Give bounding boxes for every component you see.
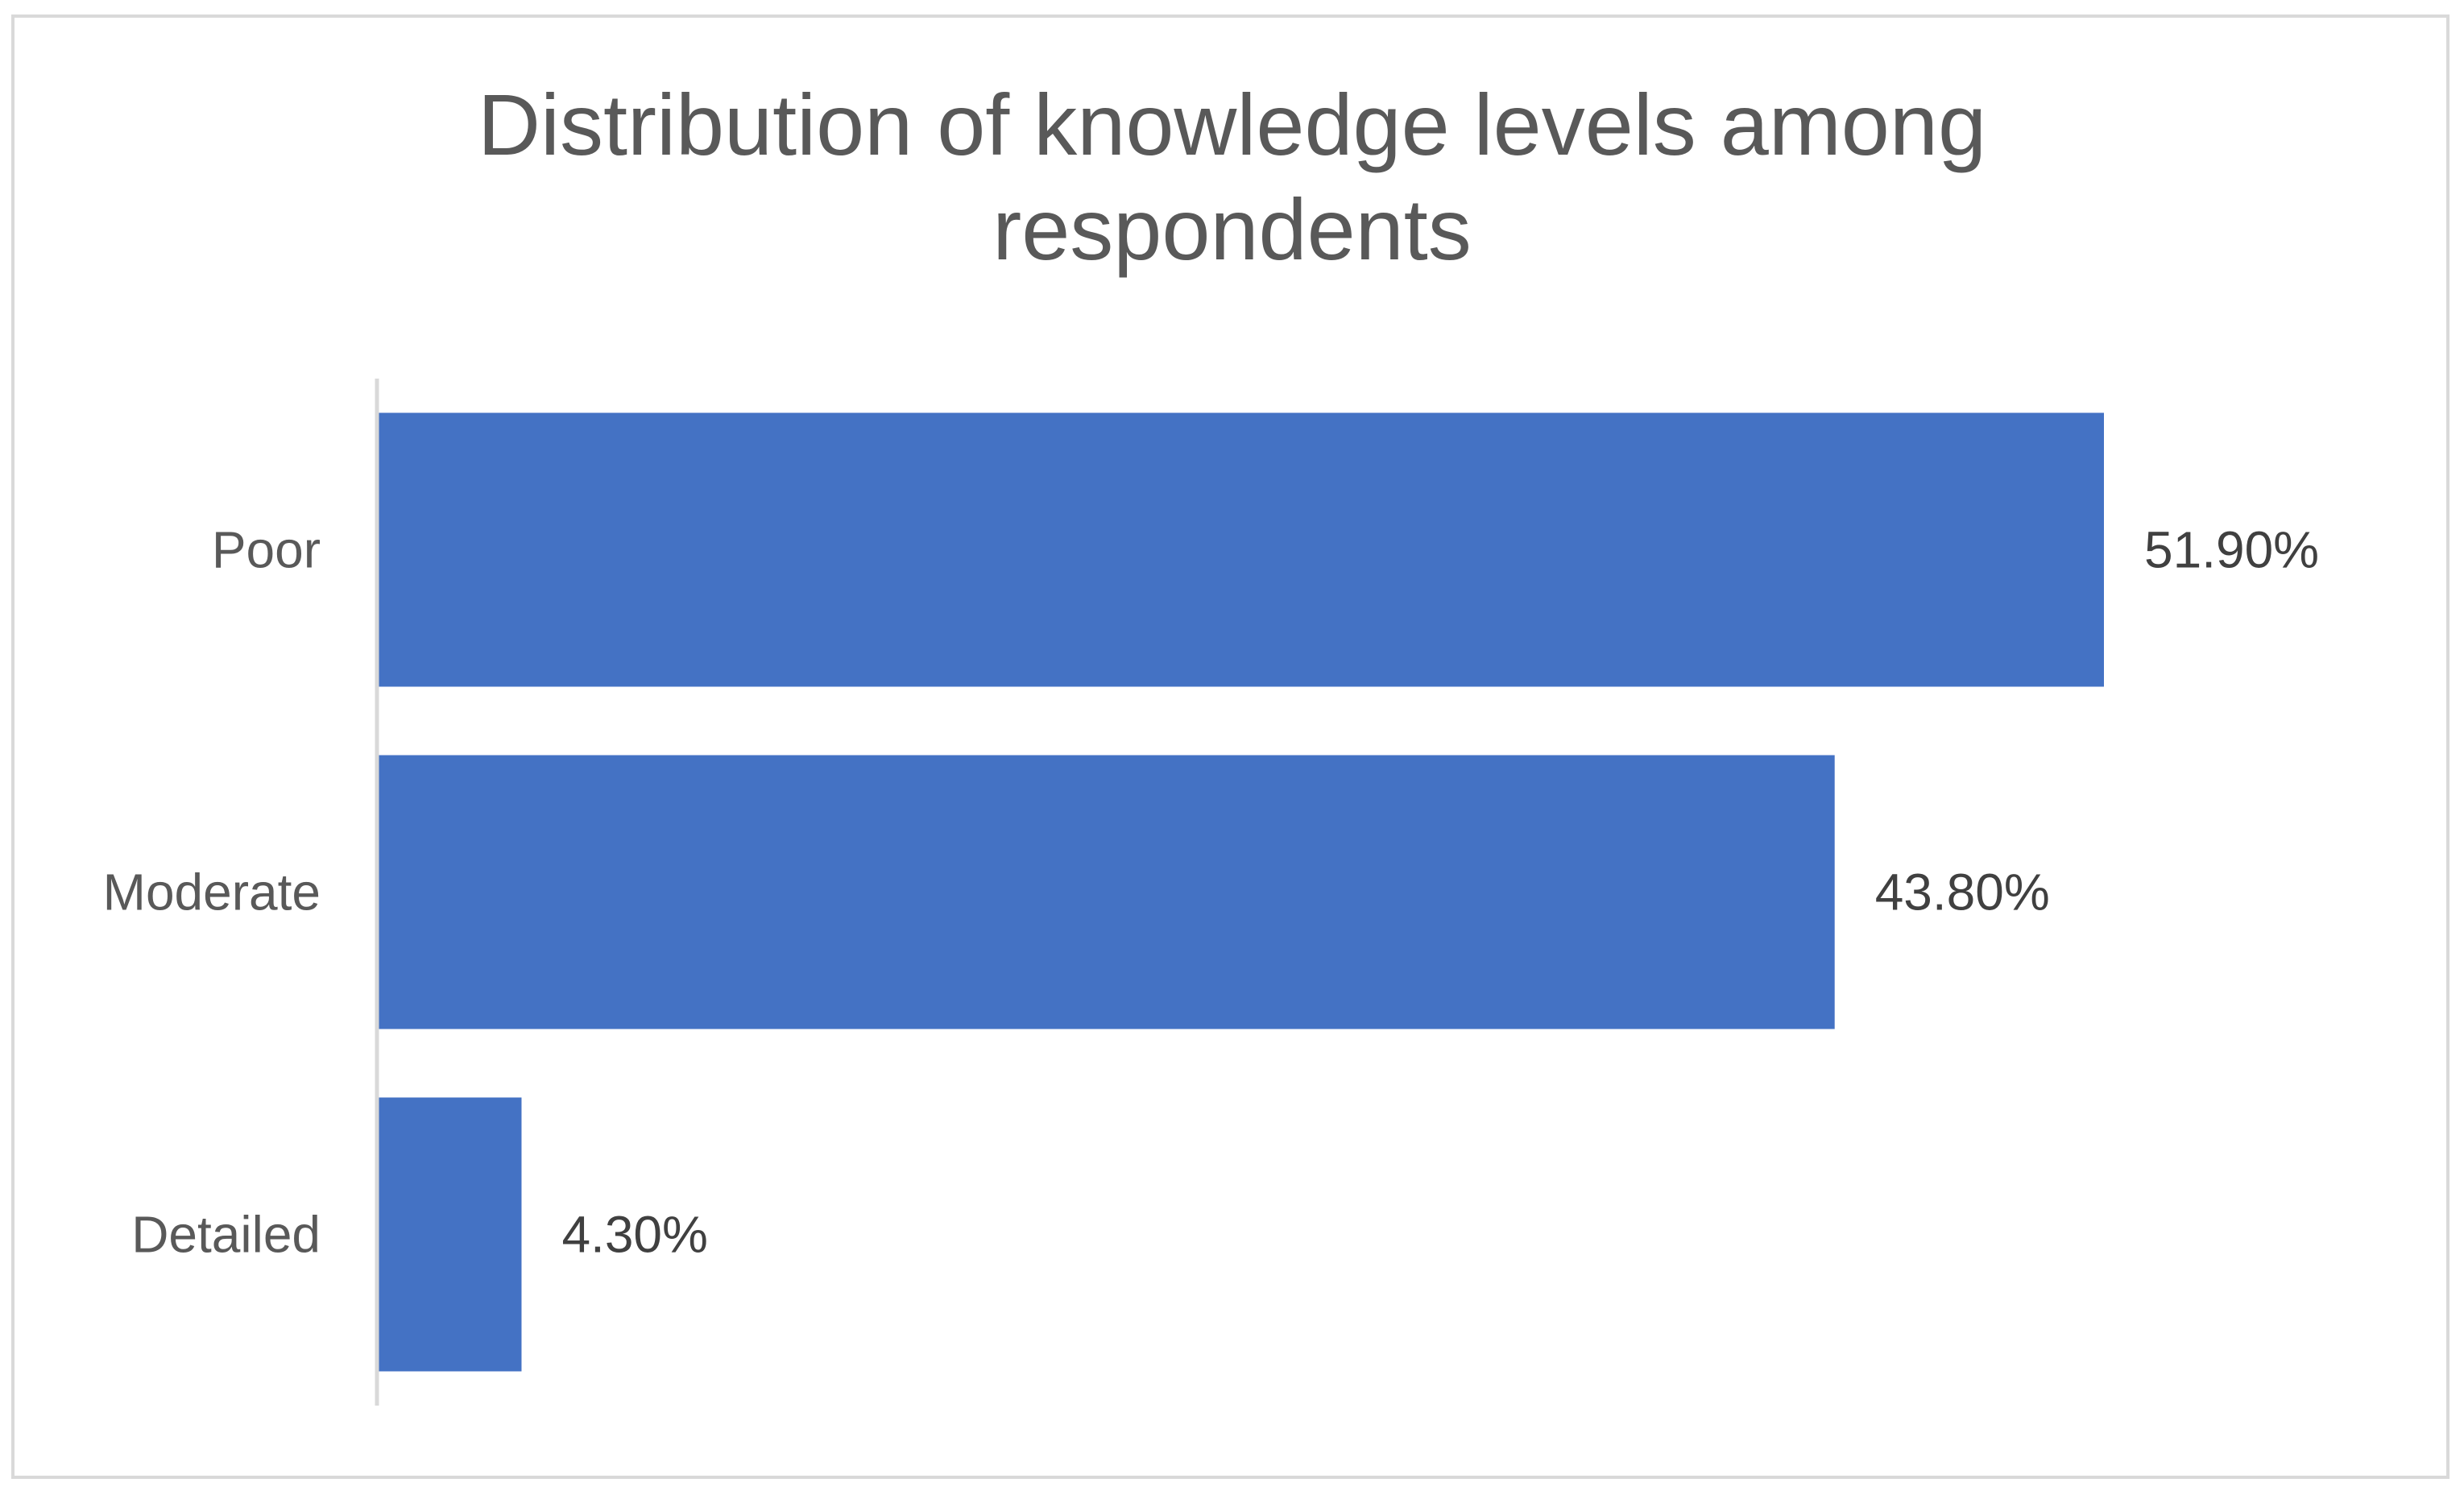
labels-layer: Poor 51.90% Moderate 43.80% Detailed 4.30% [103,521,2319,1264]
bar-poor [379,412,2104,687]
category-label-detailed: Detailed [131,1206,321,1264]
chart-title: Distribution of knowledge levels among r… [0,72,2464,282]
bar-detailed [379,1097,522,1372]
category-label-poor: Poor [212,521,321,579]
bars-layer [379,412,2104,1372]
data-label-moderate: 43.80% [1875,863,2050,921]
category-label-moderate: Moderate [103,863,321,921]
bar-moderate [379,755,1835,1029]
data-label-detailed: 4.30% [561,1206,707,1264]
data-label-poor: 51.90% [2144,521,2319,579]
chart-title-text: Distribution of knowledge levels among r… [477,76,1987,278]
